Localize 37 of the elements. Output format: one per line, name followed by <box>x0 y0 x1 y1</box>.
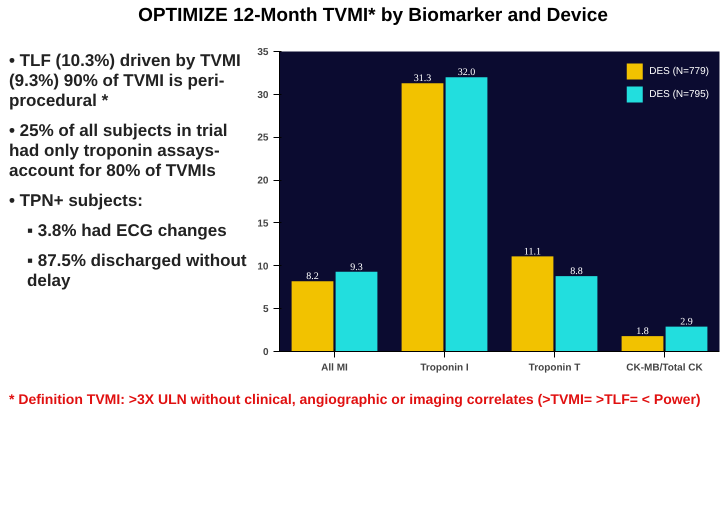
data-label: 2.9 <box>680 316 693 328</box>
bar <box>446 77 488 352</box>
text: * Definition TVMI: >3X ULN without clinical, angiographic or imaging correlates (>TVMI= >TLF= < Power) <box>9 391 701 407</box>
x-tick-label: Troponin T <box>528 362 580 374</box>
data-label: 1.8 <box>636 326 649 338</box>
data-label: 11.1 <box>524 246 542 258</box>
y-tick-label: 25 <box>257 132 269 144</box>
y-tick-label: 10 <box>257 261 269 272</box>
bar <box>402 83 444 352</box>
chart-title: OPTIMIZE 12-Month TVMI* by Biomarker and Device <box>137 5 609 27</box>
legend-label: DES (N=795) <box>649 88 709 100</box>
data-label: 9.3 <box>350 262 363 273</box>
text: • 25% of all subjects in trial had only troponin assays- account for 80% of TVMIs <box>9 121 229 181</box>
text: ▪ 87.5% discharged without delay <box>26 251 248 291</box>
y-tick-label: 30 <box>257 90 269 101</box>
y-tick-label: 0 <box>262 347 269 358</box>
bar <box>556 276 598 352</box>
x-tick-label: Troponin I <box>420 362 469 374</box>
bar <box>336 272 378 352</box>
x-tick-label: All MI <box>321 362 348 374</box>
text: • TPN+ subjects: <box>9 191 144 211</box>
data-label: 8.2 <box>306 271 319 282</box>
y-tick-label: 35 <box>257 47 269 58</box>
data-label: 31.3 <box>414 73 432 84</box>
text: ▪ 3.8% had ECG changes <box>26 221 228 241</box>
bar <box>512 256 554 352</box>
bar <box>292 281 334 352</box>
bar <box>666 326 708 352</box>
data-label: 8.8 <box>570 266 583 278</box>
y-tick-label: 15 <box>257 218 269 230</box>
text: • TLF (10.3%) driven by TVMI (9.3%) 90% of TVMI is peri-procedural * <box>9 51 242 111</box>
y-tick-label: 5 <box>262 304 269 316</box>
legend-label: DES (N=779) <box>649 66 709 76</box>
y-tick-label: 20 <box>257 176 269 187</box>
bar <box>622 336 664 352</box>
data-label: 32.0 <box>458 67 476 78</box>
x-tick-label: CK-MB/Total CK <box>626 362 704 374</box>
